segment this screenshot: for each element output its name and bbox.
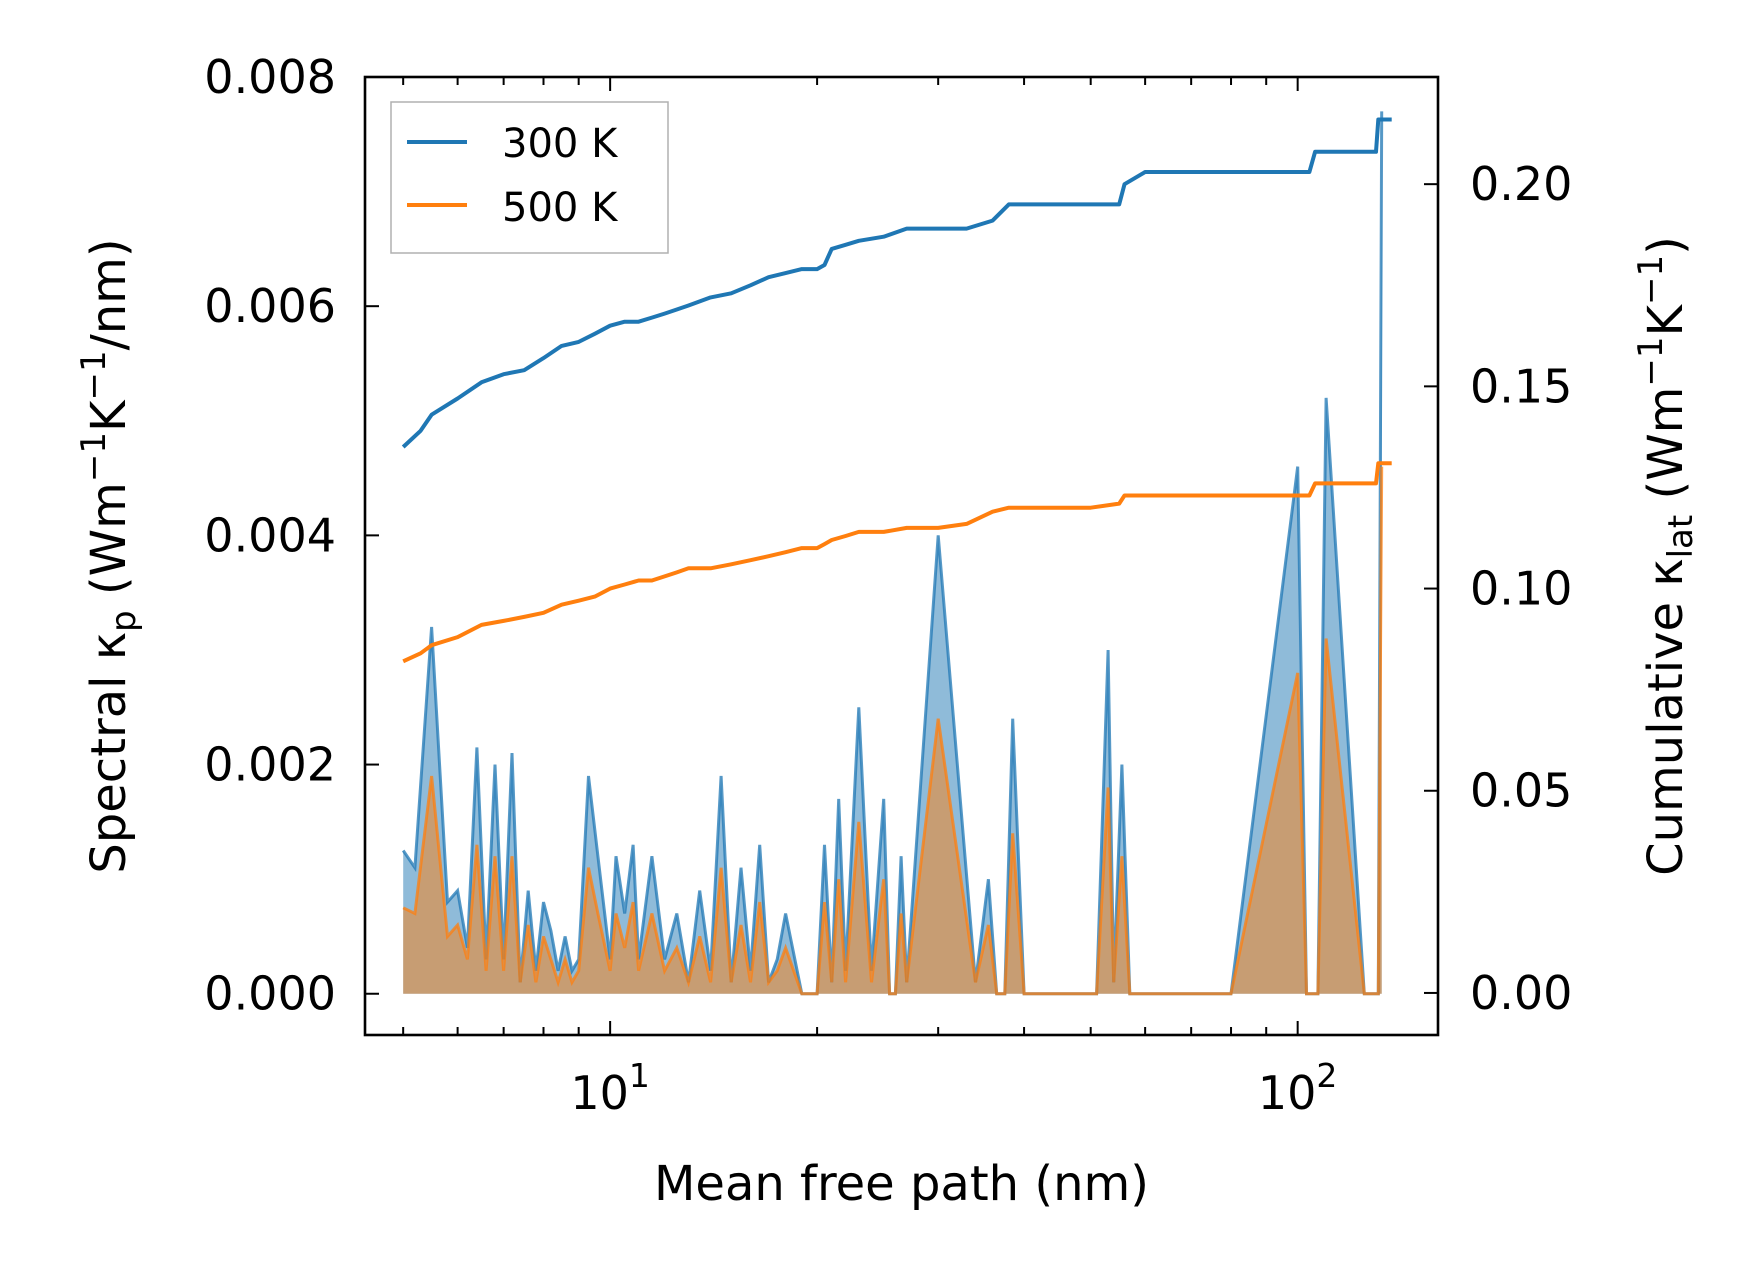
y-axis-label-right: Cumulative κlat (Wm−1K−1) [1631, 236, 1701, 876]
y-left-tick-label: 0.004 [204, 508, 336, 562]
spectral-line-500k [402, 466, 1384, 996]
legend-box [390, 101, 669, 254]
y-left-tick-label: 0.000 [204, 967, 336, 1021]
y-axis-label-left: Spectral κp (Wm−1K−1/nm) [74, 238, 144, 873]
y-right-tick-label: 0.05 [1470, 764, 1572, 818]
cumulative-line-300k [401, 117, 1392, 449]
y-left-tick-label: 0.008 [204, 50, 336, 104]
spectral-lines [401, 111, 1384, 996]
y-left-tick-label: 0.006 [204, 279, 336, 333]
y-right-tick-label: 0.20 [1470, 157, 1572, 211]
x-tick-label: 102 [1258, 1056, 1338, 1120]
y-right-tick-label: 0.10 [1470, 562, 1572, 616]
plot-frame [363, 75, 1440, 1037]
legend-label-500k: 500 K [502, 185, 619, 231]
axis-ticks [365, 76, 1438, 1035]
y-right-tick-label: 0.15 [1470, 359, 1572, 413]
legend-label-300k: 300 K [502, 121, 619, 167]
y-left-tick-label: 0.002 [204, 738, 336, 792]
tick-labels: 101 102 0.000 0.002 0.004 0.006 0.008 0.00 0.05 0… [204, 50, 1572, 1120]
y-right-tick-label: 0.00 [1470, 966, 1572, 1020]
x-axis-label: Mean free path (nm) [654, 1156, 1149, 1212]
cumulative-line-500k [402, 461, 1392, 664]
x-tick-label: 101 [570, 1056, 650, 1120]
cumulative-lines [401, 117, 1392, 664]
legend: 300 K 500 K [390, 101, 669, 254]
